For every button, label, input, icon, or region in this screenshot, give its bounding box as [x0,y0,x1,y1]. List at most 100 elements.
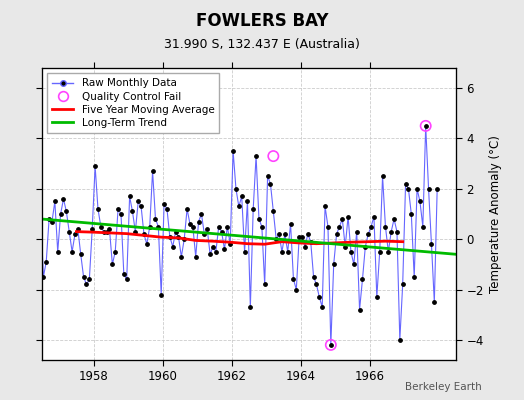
Point [295,234,303,240]
Point [404,186,412,192]
Point [338,216,346,222]
Point [326,342,335,348]
Y-axis label: Temperature Anomaly (°C): Temperature Anomaly (°C) [489,135,502,293]
Point [183,206,191,212]
Point [105,226,114,232]
Point [344,213,352,220]
Point [177,254,185,260]
Point [430,299,439,305]
Point [407,211,416,217]
Point [243,198,252,205]
Point [378,173,387,180]
Point [330,261,338,268]
Point [324,223,332,230]
Point [25,193,33,200]
Point [223,223,232,230]
Point [166,234,174,240]
Point [332,231,341,237]
Point [140,231,148,237]
Point [45,216,53,222]
Point [151,216,160,222]
Point [39,274,48,280]
Point [125,193,134,200]
Point [206,251,214,258]
Point [212,248,220,255]
Point [292,286,301,293]
Point [119,271,128,278]
Point [28,244,36,250]
Point [128,208,137,215]
Point [88,226,96,232]
Point [108,261,116,268]
Point [82,281,91,288]
Point [358,276,367,283]
Point [309,274,318,280]
Point [318,304,326,310]
Point [266,180,275,187]
Point [396,337,404,343]
Point [53,248,62,255]
Point [341,244,350,250]
Point [232,186,240,192]
Point [123,276,131,283]
Point [74,226,82,232]
Point [154,223,162,230]
Point [171,228,180,235]
Point [134,198,143,205]
Point [312,281,321,288]
Point [157,291,166,298]
Point [381,223,390,230]
Point [298,234,307,240]
Point [102,228,111,235]
Point [237,193,246,200]
Point [200,231,209,237]
Point [51,198,59,205]
Point [235,203,243,210]
Point [398,281,407,288]
Point [77,251,85,258]
Point [209,244,217,250]
Point [269,153,278,159]
Point [281,231,289,237]
Point [203,226,211,232]
Point [59,196,68,202]
Point [283,248,292,255]
Point [350,261,358,268]
Point [384,248,392,255]
Point [393,228,401,235]
Point [246,304,255,310]
Point [68,248,77,255]
Point [367,223,375,230]
Point [197,211,205,217]
Point [48,218,56,225]
Point [91,163,100,169]
Point [264,173,272,180]
Point [71,231,79,237]
Point [321,203,329,210]
Point [269,208,278,215]
Point [416,198,424,205]
Point [413,186,421,192]
Point [220,246,228,252]
Point [347,248,355,255]
Point [249,206,257,212]
Point [194,218,203,225]
Point [146,223,154,230]
Point [255,216,263,222]
Point [390,216,398,222]
Point [85,276,94,283]
Point [303,231,312,237]
Point [353,228,361,235]
Point [100,228,108,235]
Point [137,203,145,210]
Point [387,228,396,235]
Point [30,221,39,227]
Point [258,223,266,230]
Point [421,123,430,129]
Point [252,153,260,159]
Point [427,241,435,248]
Point [260,281,269,288]
Point [278,248,286,255]
Point [217,228,226,235]
Point [355,306,364,313]
